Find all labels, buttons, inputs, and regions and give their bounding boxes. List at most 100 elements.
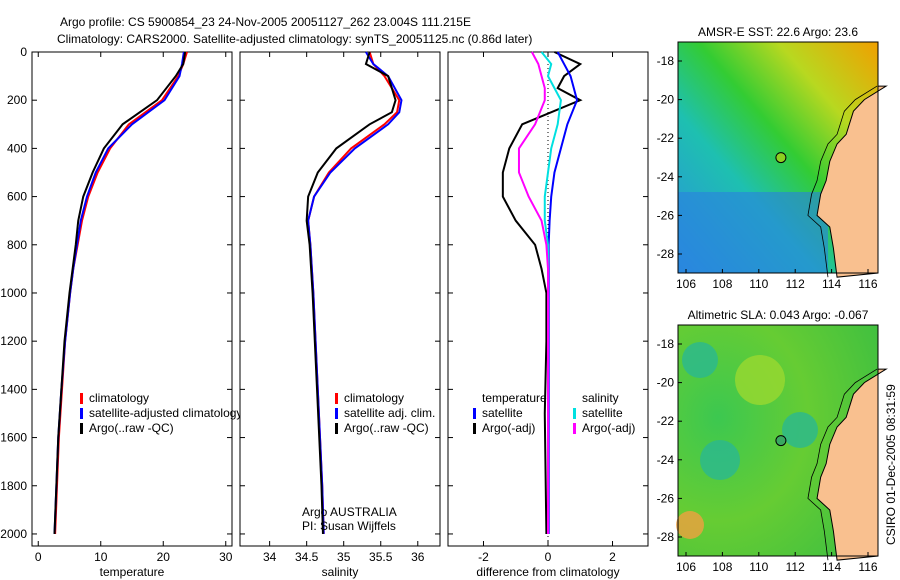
lon-tick-label: 110	[749, 560, 768, 574]
lon-tick-label: 112	[786, 560, 805, 574]
lon-tick-label: 116	[858, 277, 877, 291]
legend-label: Argo(-adj)	[482, 421, 535, 435]
lon-tick-label: 106	[676, 560, 696, 574]
x-axis-label: salinity	[322, 565, 359, 579]
legend-label: satellite	[582, 406, 623, 420]
profile-panel-2: 34 34.5 35 35.5 36 salinity climatologysatelli…	[239, 51, 441, 579]
lat-tick-label: -18	[657, 337, 675, 351]
lon-tick-label: 108	[712, 277, 732, 291]
lat-tick-label: -20	[657, 93, 675, 107]
y-tick-label: 400	[7, 141, 27, 155]
legend-swatch	[80, 408, 83, 419]
x-tick-label: 35	[337, 550, 351, 564]
legend-swatch	[573, 408, 576, 419]
map-title: AMSR-E SST: 22.6 Argo: 23.6	[698, 25, 858, 39]
legend-swatch	[335, 393, 338, 404]
argo-float-marker	[775, 435, 787, 447]
legend-label: climatology	[89, 391, 149, 405]
y-tick-label: 2000	[0, 527, 27, 541]
title-line-1: Argo profile: CS 5900854_23 24-Nov-2005 …	[60, 15, 471, 29]
x-tick-label: 34	[263, 550, 277, 564]
lat-tick-label: -28	[657, 530, 675, 544]
legend-label: temperature	[482, 391, 547, 405]
x-tick-label: 20	[157, 550, 171, 564]
legend-label: Argo(..raw -QC)	[89, 421, 174, 435]
y-tick-label: 600	[7, 190, 27, 204]
footer-timestamp: CSIRO 01-Dec-2005 08:31:59	[884, 384, 898, 545]
series-line-argo-raw-qc-	[305, 51, 397, 534]
lon-tick-label: 114	[822, 277, 841, 291]
plot-frame	[239, 51, 441, 547]
lon-tick-label: 106	[676, 277, 696, 291]
lat-tick-label: -20	[657, 376, 675, 390]
sla-anomaly	[700, 440, 740, 480]
lat-tick-label: -26	[657, 208, 675, 222]
y-tick-label: 0	[20, 45, 27, 59]
lon-tick-label: 116	[858, 560, 877, 574]
x-tick-label: 10	[94, 550, 108, 564]
x-tick-label: 0	[545, 550, 552, 564]
y-tick-label: 1400	[0, 382, 27, 396]
lat-tick-label: -24	[657, 170, 675, 184]
lon-tick-label: 112	[786, 277, 805, 291]
lat-tick-label: -28	[657, 247, 675, 261]
map-frame	[677, 324, 879, 557]
legend-label: salinity	[582, 391, 619, 405]
legend-swatch	[80, 393, 83, 404]
lat-tick-label: -22	[657, 131, 675, 145]
sla-map: Altimetric SLA: 0.043 Argo: -0.067 106 108…	[657, 308, 888, 574]
sla-anomaly	[682, 342, 718, 378]
legend-swatch	[473, 408, 476, 419]
shelf-contour	[807, 368, 878, 561]
legend-label: Argo(..raw -QC)	[344, 421, 429, 435]
lon-tick-label: 110	[749, 277, 768, 291]
series-line-salinity-argo-adj-	[517, 51, 549, 534]
x-tick-label: -2	[478, 550, 489, 564]
legend-label: climatology	[344, 391, 404, 405]
sla-anomaly	[676, 511, 704, 539]
y-tick-label: 1000	[0, 286, 27, 300]
float-annotation: PI: Susan Wijffels	[302, 519, 396, 533]
lat-tick-label: -18	[657, 54, 675, 68]
lon-tick-label: 108	[712, 560, 732, 574]
legend-swatch	[573, 423, 576, 434]
y-tick-label: 1200	[0, 334, 27, 348]
legend-swatch	[473, 423, 476, 434]
y-tick-label: 1600	[0, 431, 27, 445]
legend-label: satellite-adjusted climatology	[89, 406, 242, 420]
map-frame	[677, 41, 879, 274]
x-tick-label: 2	[609, 550, 616, 564]
legend-label: satellite adj. clim.	[344, 406, 435, 420]
legend-swatch	[80, 423, 83, 434]
sla-anomaly	[782, 412, 818, 448]
float-annotation: Argo AUSTRALIA	[302, 505, 397, 519]
y-tick-label: 200	[7, 93, 27, 107]
legend-label: Argo(-adj)	[582, 421, 635, 435]
sst-map: AMSR-E SST: 22.6 Argo: 23.6 106 108 110 112 1…	[657, 25, 888, 291]
argo-float-marker	[775, 152, 787, 164]
legend-swatch	[335, 423, 338, 434]
lon-tick-label: 114	[822, 560, 841, 574]
x-tick-label: 30	[219, 550, 233, 564]
legend-swatch	[335, 408, 338, 419]
plot-frame	[31, 51, 233, 547]
x-tick-label: 0	[35, 550, 42, 564]
x-tick-label: 35.5	[369, 550, 393, 564]
x-axis-label: difference from climatology	[476, 565, 619, 579]
lat-tick-label: -22	[657, 414, 675, 428]
sla-anomaly	[735, 355, 785, 405]
x-tick-label: 34.5	[295, 550, 319, 564]
legend-label: satellite	[482, 406, 523, 420]
x-axis-label: temperature	[100, 565, 165, 579]
y-tick-label: 800	[7, 238, 27, 252]
cool-water	[678, 192, 828, 273]
map-title: Altimetric SLA: 0.043 Argo: -0.067	[688, 308, 869, 322]
shelf-contour	[807, 85, 878, 278]
profile-panel-1: 0 10 20 30 0 200 400 600 800 1000 1200 1400 1600 1800…	[0, 45, 242, 579]
y-tick-label: 1800	[0, 479, 27, 493]
series-line-temperature-argo-adj-	[501, 51, 583, 534]
title-line-2: Climatology: CARS2000. Satellite-adjuste…	[57, 32, 532, 46]
lat-tick-label: -26	[657, 491, 675, 505]
